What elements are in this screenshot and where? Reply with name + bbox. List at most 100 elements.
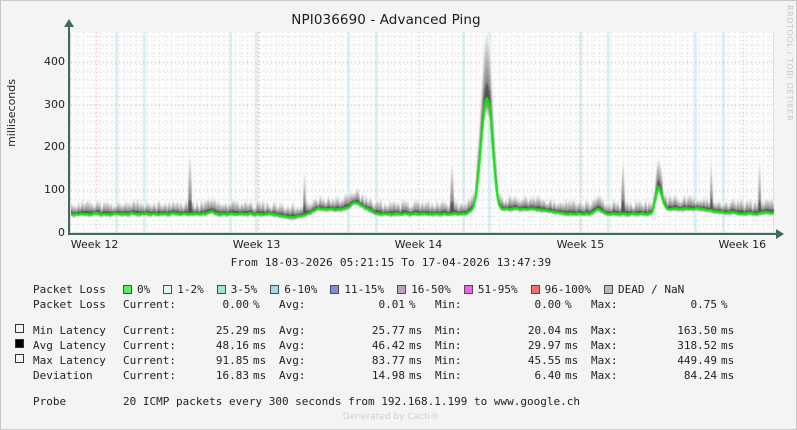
- stat-key-current: Current:: [123, 298, 176, 311]
- latency-avg-units: ms: [409, 324, 423, 337]
- latency-min-units: ms: [565, 354, 579, 367]
- packet-loss-bucket: 6-10%: [270, 283, 317, 296]
- latency-current-units: ms: [253, 369, 267, 382]
- stat-key-avg: Avg:: [279, 369, 306, 382]
- latency-max-units: ms: [721, 339, 735, 352]
- x-axis-tick-label: Week 13: [232, 238, 281, 251]
- x-axis-tick-label: Week 14: [394, 238, 443, 251]
- stat-key-current: Current:: [123, 324, 176, 337]
- packet-loss-bucket-label: DEAD / NaN: [617, 282, 685, 296]
- packet-loss-bucket-label: 6-10%: [284, 282, 318, 296]
- latency-min-value: 6.40: [534, 369, 562, 382]
- probe-row: Probe 20 ICMP packets every 300 seconds …: [11, 394, 791, 409]
- latency-series-label: Max Latency: [33, 354, 106, 367]
- latency-series-name: Avg Latency: [11, 339, 123, 352]
- packet-loss-swatch-icon: [603, 284, 613, 294]
- latency-avg-units: ms: [409, 354, 423, 367]
- stat-key-current: Current:: [123, 339, 176, 352]
- plot-area: [70, 32, 775, 233]
- latency-min-units: ms: [565, 324, 579, 337]
- y-axis-tick-label: 100: [44, 183, 65, 197]
- y-axis-tick-label: 400: [44, 54, 65, 68]
- latency-stat-cell: Avg: 25.77 ms: [279, 324, 435, 337]
- packet-loss-bucket-label: 3-5%: [230, 282, 258, 296]
- packet-loss-swatch-icon: [270, 284, 280, 294]
- latency-current-value: 25.29: [215, 324, 249, 337]
- stat-key-avg: Avg:: [279, 339, 306, 352]
- packet-loss-bucket: 16-50%: [397, 283, 451, 296]
- stat-key-current: Current:: [123, 369, 176, 382]
- packet-loss-swatch-icon: [397, 284, 407, 294]
- series-toggle-checkbox[interactable]: [15, 354, 24, 363]
- stat-key-min: Min:: [435, 339, 462, 352]
- latency-stats-table: Min Latency Current: 25.29 ms Avg: 25.77 ms Min…: [11, 323, 791, 383]
- latency-max-value: 163.50: [677, 324, 717, 337]
- stat-key-max: Max:: [591, 369, 618, 382]
- rrdtool-watermark: RRDTOOL / TOBI OETIKER: [785, 5, 794, 122]
- packet-loss-swatch-icon: [330, 284, 340, 294]
- latency-current-value: 16.83: [215, 369, 249, 382]
- latency-stat-cell: Max: 318.52 ms: [591, 339, 747, 352]
- latency-stat-row: Max Latency Current: 91.85 ms Avg: 83.77 ms Min…: [11, 353, 791, 368]
- latency-min-value: 45.55: [527, 354, 561, 367]
- latency-series-label: Min Latency: [33, 324, 106, 337]
- latency-stat-cell: Max: 84.24 ms: [591, 369, 747, 382]
- packet-loss-max-units: %: [721, 298, 728, 311]
- stat-key-min: Min:: [435, 324, 462, 337]
- packet-loss-swatch-icon: [163, 284, 173, 294]
- packet-loss-swatch-icon: [463, 284, 473, 294]
- stat-key-current: Current:: [123, 354, 176, 367]
- date-range-label: From 18-03-2026 05:21:15 To 17-04-2026 1…: [230, 256, 552, 269]
- y-axis-tick-label: 200: [44, 140, 65, 154]
- y-axis-arrow-icon: [64, 19, 74, 27]
- latency-chart-canvas: [71, 32, 775, 233]
- x-axis-tick-label: Week 15: [556, 238, 605, 251]
- latency-min-units: ms: [565, 369, 579, 382]
- latency-max-value: 449.49: [677, 354, 717, 367]
- packet-loss-bucket-label: 1-2%: [177, 282, 204, 296]
- latency-current-units: ms: [253, 324, 267, 337]
- latency-max-units: ms: [721, 354, 735, 367]
- packet-loss-legend-row: Packet Loss 0% 1-2% 3-5% 6-10% 11-15% 16-50% 5…: [11, 282, 791, 297]
- x-axis-tick-label: Week 12: [70, 238, 119, 251]
- latency-current-units: ms: [253, 339, 267, 352]
- x-axis-arrow-icon: [776, 229, 784, 239]
- latency-avg-value: 14.98: [371, 369, 405, 382]
- stat-key-avg: Avg:: [279, 298, 306, 311]
- latency-min-units: ms: [565, 339, 579, 352]
- packet-loss-avg-units: %: [409, 298, 416, 311]
- packet-loss-min-units: %: [565, 298, 572, 311]
- series-toggle-checkbox[interactable]: [15, 339, 24, 348]
- packet-loss-swatch-icon: [123, 284, 132, 294]
- latency-min-value: 29.97: [527, 339, 561, 352]
- packet-loss-current-units: %: [253, 298, 260, 311]
- latency-current-value: 48.16: [215, 339, 249, 352]
- latency-max-units: ms: [721, 369, 735, 382]
- latency-avg-units: ms: [409, 369, 423, 382]
- stat-key-min: Min:: [435, 369, 462, 382]
- packet-loss-buckets: 0% 1-2% 3-5% 6-10% 11-15% 16-50% 51-95% 96-100%…: [123, 283, 697, 297]
- packet-loss-bucket: 11-15%: [330, 283, 384, 296]
- packet-loss-bucket: 51-95%: [463, 282, 518, 296]
- stat-key-min: Min:: [435, 298, 462, 311]
- latency-series-name: Min Latency: [11, 324, 123, 337]
- stat-key-avg: Avg:: [279, 354, 306, 367]
- packet-loss-bucket-label: 51-95%: [477, 282, 518, 296]
- packet-loss-stats-row: Packet Loss Current: 0.00% Avg: 0.01% Min:…: [11, 297, 791, 312]
- series-toggle-checkbox[interactable]: [15, 324, 24, 333]
- latency-series-name: Deviation: [11, 369, 123, 382]
- latency-stat-cell: Avg: 14.98 ms: [279, 369, 435, 382]
- latency-stat-cell: Current: 91.85 ms: [123, 354, 279, 367]
- latency-avg-units: ms: [409, 339, 423, 352]
- y-axis-title: milliseconds: [5, 79, 18, 147]
- latency-stat-cell: Max: 163.50 ms: [591, 324, 747, 337]
- packet-loss-avg-value: 0.01: [378, 298, 406, 311]
- latency-current-value: 91.85: [215, 354, 249, 367]
- packet-loss-bucket: DEAD / NaN: [603, 282, 685, 296]
- packet-loss-swatch-icon: [530, 284, 540, 294]
- probe-label: Probe: [33, 395, 67, 408]
- latency-stat-row: Deviation Current: 16.83 ms Avg: 14.98 ms Min: 6…: [11, 368, 791, 383]
- stat-key-avg: Avg:: [279, 324, 306, 337]
- latency-stat-cell: Max: 449.49 ms: [591, 354, 747, 367]
